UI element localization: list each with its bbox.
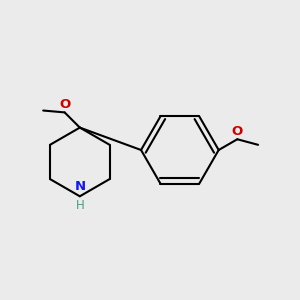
Text: O: O: [59, 98, 70, 111]
Text: O: O: [232, 125, 243, 138]
Text: H: H: [76, 199, 84, 212]
Text: N: N: [74, 180, 86, 193]
